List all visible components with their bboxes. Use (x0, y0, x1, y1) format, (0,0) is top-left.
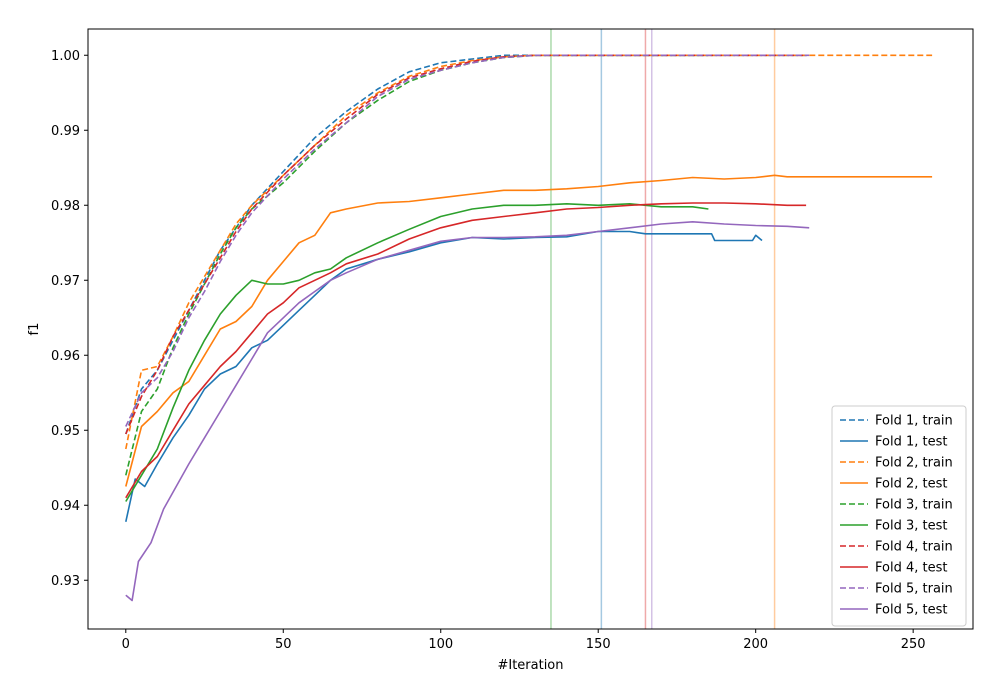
series-lines (125, 54, 933, 602)
series-line-7 (125, 202, 807, 499)
plot-frame (87, 28, 974, 630)
x-axis-label: #Iteration (497, 658, 563, 673)
x-tick-label-4: 200 (743, 637, 768, 652)
legend-label-6: Fold 4, train (875, 540, 953, 555)
series-line-8 (125, 54, 810, 427)
x-tick-label-2: 100 (428, 637, 453, 652)
legend-label-7: Fold 4, test (875, 561, 947, 576)
series-line-2 (125, 54, 933, 450)
y-tick-label-4: 0.97 (51, 274, 80, 289)
y-tick-label-2: 0.95 (51, 424, 80, 439)
legend-label-4: Fold 3, train (875, 498, 953, 513)
series-line-1 (125, 230, 763, 522)
x-tick-label-0: 0 (122, 637, 130, 652)
series-line-5 (125, 203, 709, 502)
x-tick-label-5: 250 (901, 637, 926, 652)
best-iteration-markers (550, 29, 776, 629)
legend-label-5: Fold 3, test (875, 519, 947, 534)
series-line-4 (125, 54, 709, 476)
y-tick-label-0: 0.93 (51, 574, 80, 589)
series-line-6 (125, 54, 807, 435)
series-line-9 (125, 221, 810, 602)
y-axis-label: f1 (27, 323, 42, 336)
legend-label-8: Fold 5, train (875, 582, 953, 597)
legend-label-0: Fold 1, train (875, 414, 953, 429)
x-tick-label-1: 50 (275, 637, 292, 652)
x-tick-label-3: 150 (586, 637, 611, 652)
legend-label-3: Fold 2, test (875, 477, 947, 492)
y-tick-label-7: 1.00 (51, 49, 80, 64)
y-axis: 0.93 0.94 0.95 0.96 0.97 0.98 0.99 1.00 (51, 49, 88, 589)
legend-label-2: Fold 2, train (875, 456, 953, 471)
legend-box (831, 405, 967, 627)
legend-label-1: Fold 1, test (875, 435, 947, 450)
y-tick-label-3: 0.96 (51, 349, 80, 364)
series-line-0 (125, 54, 810, 435)
legend: Fold 1, train Fold 1, test Fold 2, train Fo… (831, 405, 967, 627)
y-tick-label-1: 0.94 (51, 499, 80, 514)
x-axis: 0 50 100 150 200 250 (122, 629, 926, 652)
y-tick-label-5: 0.98 (51, 199, 80, 214)
y-tick-label-6: 0.99 (51, 124, 80, 139)
series-line-3 (125, 174, 933, 487)
legend-label-9: Fold 5, test (875, 603, 947, 618)
